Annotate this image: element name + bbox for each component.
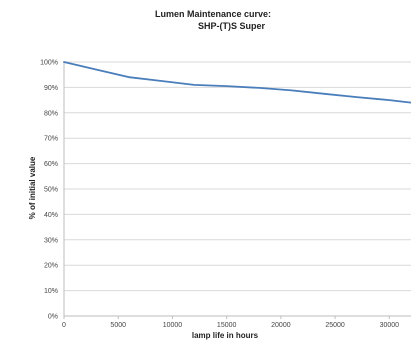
grid-layer (63, 61, 411, 319)
y-tick-label: 40% (44, 212, 58, 219)
series-line (63, 61, 411, 104)
x-tick-label: 0 (62, 322, 66, 329)
y-tick-label: 30% (44, 237, 58, 244)
y-tick-label: 60% (44, 161, 58, 168)
chart-title-line-2: SHP-(T)S Super (198, 21, 266, 31)
y-tick-label: 100% (40, 60, 58, 67)
y-axis-ticks: 0% 10% 20% 30% 40% 50% 60% 70% 80% 90% 100% (40, 60, 58, 321)
x-tick-label: 15000 (217, 322, 237, 329)
y-tick-label: 80% (44, 110, 58, 117)
y-tick-label: 20% (44, 263, 58, 270)
chart-title-line-1: Lumen Maintenance curve: (155, 9, 271, 19)
x-tick-label: 30000 (380, 322, 400, 329)
y-tick-label: 50% (44, 187, 58, 194)
y-axis-label: % of initial value (28, 156, 37, 219)
x-tick-label: 5000 (110, 322, 126, 329)
y-tick-label: 10% (44, 288, 58, 295)
series-layer (63, 61, 411, 104)
y-tick-label: 90% (44, 85, 58, 92)
y-tick-label: 0% (48, 314, 58, 321)
x-axis-label: lamp life in hours (192, 331, 259, 340)
x-tick-label: 20000 (271, 322, 291, 329)
x-tick-label: 10000 (163, 322, 183, 329)
y-tick-label: 70% (44, 136, 58, 143)
x-axis-ticks: 0 5000 10000 15000 20000 25000 30000 (62, 322, 399, 329)
x-tick-label: 25000 (325, 322, 345, 329)
